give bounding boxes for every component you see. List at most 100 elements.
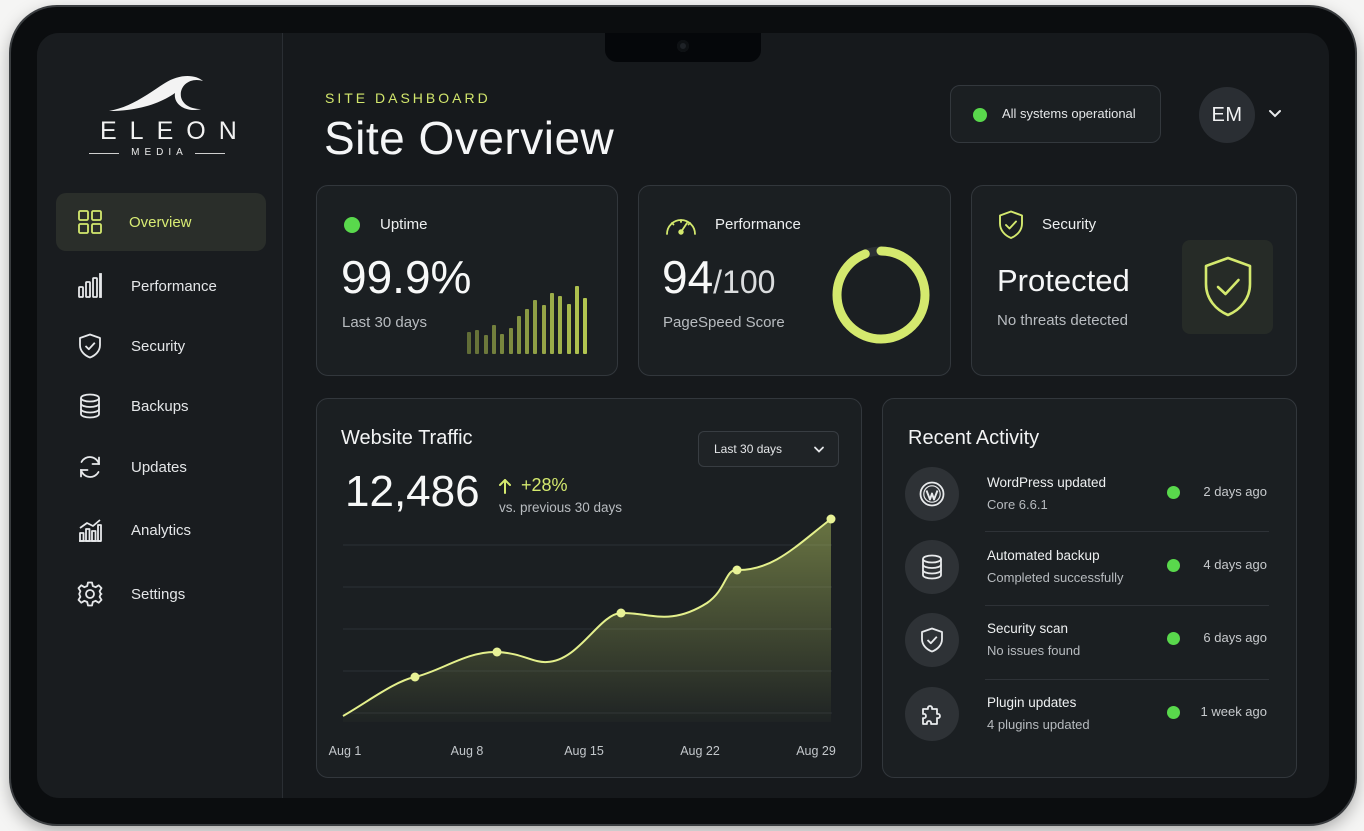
logo-subtitle: MEDIA bbox=[131, 147, 188, 158]
sidebar-item-analytics[interactable]: Analytics bbox=[56, 501, 266, 559]
uptime-bar bbox=[491, 325, 496, 354]
uptime-bar bbox=[500, 334, 505, 354]
database-icon bbox=[80, 393, 100, 419]
uptime-bar bbox=[525, 309, 530, 354]
security-subtitle: No threats detected bbox=[997, 312, 1128, 329]
screen: ELEON MEDIA Overview Performance bbox=[37, 33, 1329, 798]
activity-item-subtitle: Core 6.6.1 bbox=[987, 497, 1048, 512]
system-status-badge[interactable]: All systems operational bbox=[950, 85, 1161, 143]
performance-score: 94 bbox=[662, 251, 714, 303]
traffic-point[interactable] bbox=[826, 514, 836, 524]
activity-icon-badge bbox=[905, 687, 959, 741]
uptime-status-dot bbox=[344, 217, 360, 233]
traffic-point[interactable] bbox=[616, 608, 626, 618]
uptime-bar bbox=[574, 286, 579, 354]
chevron-down-icon bbox=[814, 446, 824, 453]
uptime-sparkline bbox=[467, 284, 593, 354]
status-dot-icon bbox=[973, 108, 987, 122]
activity-item-time: 2 days ago bbox=[1203, 484, 1267, 499]
page-title: Site Overview bbox=[324, 112, 615, 164]
status-dot-icon bbox=[1167, 632, 1180, 645]
security-card: Security Protected No threats detected bbox=[971, 185, 1297, 376]
divider bbox=[985, 531, 1269, 532]
date-range-select[interactable]: Last 30 days bbox=[698, 431, 839, 467]
activity-icon-badge bbox=[905, 613, 959, 667]
traffic-line-chart: Aug 1 Aug 8 Aug 15 Aug 22 Aug 29 bbox=[329, 514, 836, 758]
date-range-value: Last 30 days bbox=[714, 442, 783, 456]
camera-icon bbox=[677, 40, 689, 52]
uptime-value: 99.9% bbox=[341, 251, 472, 303]
arrow-up-icon bbox=[499, 479, 511, 494]
activity-icon-badge bbox=[905, 540, 959, 594]
security-badge bbox=[1182, 240, 1273, 334]
x-axis-label: Aug 22 bbox=[680, 744, 720, 758]
sidebar-item-performance[interactable]: Performance bbox=[56, 257, 266, 315]
activity-item-subtitle: No issues found bbox=[987, 643, 1081, 658]
sidebar-item-label: Overview bbox=[129, 214, 192, 231]
security-title: Security bbox=[1042, 216, 1097, 233]
shield-check-icon bbox=[79, 333, 101, 359]
divider bbox=[985, 605, 1269, 606]
tablet-frame: ELEON MEDIA Overview Performance bbox=[11, 7, 1355, 824]
uptime-bar bbox=[516, 316, 521, 354]
uptime-bar bbox=[566, 304, 571, 354]
sidebar-item-overview[interactable]: Overview bbox=[56, 193, 266, 251]
activity-item[interactable]: Automated backup Completed successfully … bbox=[903, 540, 1273, 612]
camera-notch bbox=[605, 33, 761, 62]
wordpress-icon bbox=[919, 481, 945, 507]
x-axis-label: Aug 8 bbox=[451, 744, 484, 758]
avatar[interactable]: EM bbox=[1199, 87, 1255, 143]
page-eyebrow: SITE DASHBOARD bbox=[325, 90, 491, 106]
uptime-bar bbox=[475, 330, 480, 354]
activity-item[interactable]: Security scan No issues found 6 days ago bbox=[903, 613, 1273, 685]
uptime-period: Last 30 days bbox=[342, 314, 428, 331]
performance-ring-progress bbox=[832, 246, 930, 344]
performance-card: Performance 94/100 PageSpeed Score bbox=[638, 185, 951, 376]
traffic-point[interactable] bbox=[732, 565, 742, 575]
performance-score-row: 94/100 bbox=[662, 250, 775, 304]
chevron-down-icon[interactable] bbox=[1265, 103, 1285, 123]
sidebar-item-updates[interactable]: Updates bbox=[56, 438, 266, 496]
sidebar-item-security[interactable]: Security bbox=[56, 317, 266, 375]
x-axis-label: Aug 15 bbox=[564, 744, 604, 758]
x-axis-label: Aug 29 bbox=[796, 744, 836, 758]
traffic-card: Website Traffic Last 30 days 12,486 +28%… bbox=[316, 398, 862, 778]
traffic-area bbox=[343, 519, 831, 722]
traffic-point[interactable] bbox=[492, 647, 502, 657]
sidebar-item-label: Settings bbox=[131, 586, 186, 603]
traffic-change-label: vs. previous 30 days bbox=[499, 500, 623, 515]
activity-item-subtitle: Completed successfully bbox=[987, 570, 1124, 585]
brand-logo[interactable]: ELEON MEDIA bbox=[87, 71, 237, 161]
activity-item-title: WordPress updated bbox=[987, 475, 1107, 490]
sidebar: ELEON MEDIA Overview Performance bbox=[37, 33, 283, 798]
activity-item[interactable]: Plugin updates 4 plugins updated 1 week … bbox=[903, 687, 1273, 759]
sidebar-item-label: Analytics bbox=[131, 522, 192, 539]
uptime-bar bbox=[533, 300, 538, 354]
shield-check-icon bbox=[921, 627, 943, 653]
performance-subtitle: PageSpeed Score bbox=[663, 314, 785, 331]
database-icon bbox=[922, 554, 942, 580]
security-status: Protected bbox=[997, 263, 1130, 298]
traffic-point[interactable] bbox=[410, 672, 420, 682]
uptime-card: Uptime 99.9% Last 30 days bbox=[316, 185, 618, 376]
activity-title: Recent Activity bbox=[908, 427, 1040, 449]
logo-rule-right bbox=[195, 153, 225, 154]
gear-icon bbox=[77, 581, 103, 607]
activity-card: Recent Activity WordPress updated Core 6… bbox=[882, 398, 1297, 778]
activity-item-time: 1 week ago bbox=[1200, 704, 1268, 719]
activity-item-time: 6 days ago bbox=[1203, 630, 1267, 645]
uptime-title: Uptime bbox=[380, 216, 428, 233]
sidebar-item-label: Updates bbox=[131, 459, 187, 476]
grid-icon bbox=[78, 210, 102, 234]
uptime-bar bbox=[558, 296, 563, 354]
sidebar-item-backups[interactable]: Backups bbox=[56, 377, 266, 435]
sidebar-item-settings[interactable]: Settings bbox=[56, 565, 266, 623]
uptime-bar bbox=[508, 328, 513, 354]
activity-item[interactable]: WordPress updated Core 6.6.1 2 days ago bbox=[903, 467, 1273, 539]
wave-logo-icon bbox=[109, 75, 203, 111]
shield-check-icon bbox=[999, 210, 1023, 239]
performance-score-max: /100 bbox=[713, 264, 776, 300]
traffic-title: Website Traffic bbox=[341, 427, 473, 449]
activity-item-title: Plugin updates bbox=[987, 695, 1077, 710]
x-axis-label: Aug 1 bbox=[329, 744, 362, 758]
